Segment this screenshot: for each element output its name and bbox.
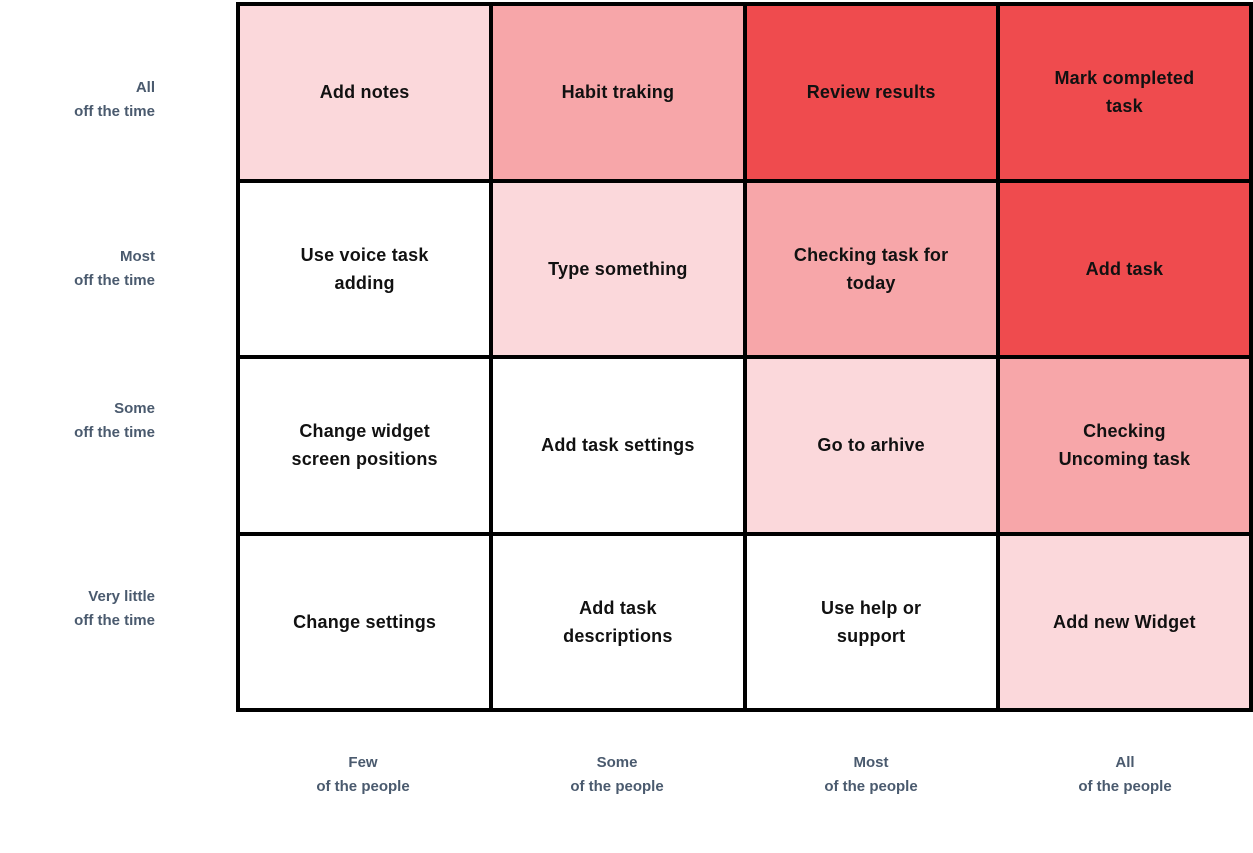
y-axis-label-some-off-the-time: Some off the time	[74, 400, 155, 441]
matrix-cell: Change widget screen positions	[240, 359, 490, 532]
matrix-cell: Add new Widget	[999, 535, 1249, 708]
matrix-cell: Use voice task adding	[240, 182, 490, 355]
matrix-cell: Checking task for today	[746, 182, 996, 355]
matrix-cell: Add task settings	[493, 359, 743, 532]
matrix-grid: Add notes Habit traking Review results M…	[236, 2, 1253, 712]
matrix-cell: Mark completed task	[999, 6, 1249, 179]
x-axis-label-most-of-the-people: Most of the people	[824, 754, 918, 795]
matrix-cell: Go to arhive	[746, 359, 996, 532]
matrix-cell: Add task descriptions	[493, 535, 743, 708]
matrix-cell: Add task	[999, 182, 1249, 355]
x-axis-label-all-of-the-people: All of the people	[1078, 754, 1172, 795]
y-axis-label-all-off-the-time: All off the time	[74, 79, 155, 120]
y-axis-label-most-off-the-time: Most off the time	[74, 248, 155, 289]
matrix-cell: Checking Uncoming task	[999, 359, 1249, 532]
matrix-cell: Use help or support	[746, 535, 996, 708]
matrix-cell: Add notes	[240, 6, 490, 179]
matrix-cell: Review results	[746, 6, 996, 179]
matrix-cell: Change settings	[240, 535, 490, 708]
y-axis-label-very-little-off-the-time: Very little off the time	[74, 588, 155, 629]
x-axis-label-few-of-the-people: Few of the people	[316, 754, 410, 795]
matrix-cell: Habit traking	[493, 6, 743, 179]
x-axis-label-some-of-the-people: Some of the people	[570, 754, 664, 795]
matrix-cell: Type something	[493, 182, 743, 355]
